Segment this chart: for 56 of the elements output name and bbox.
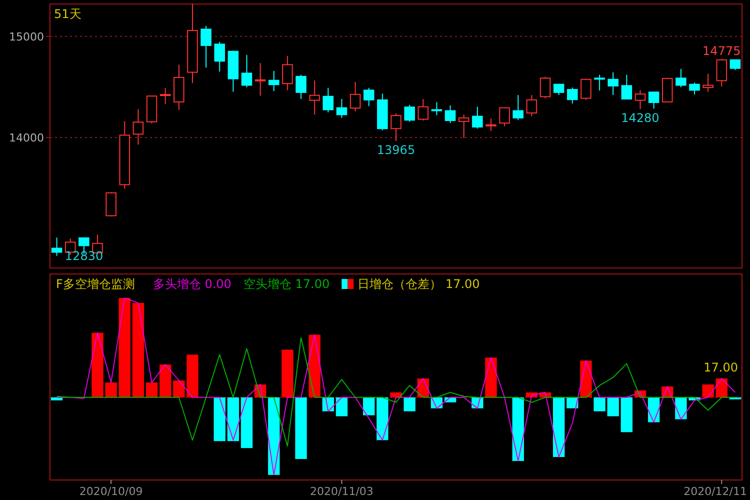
candlestick [499,107,510,127]
candlestick [363,87,374,107]
candlestick [472,106,483,130]
candlestick [716,58,728,88]
candlestick [512,94,524,121]
candlestick [106,192,116,217]
candlestick [254,62,266,96]
candlestick [160,87,171,105]
annotation: 14280 [621,111,660,126]
y-tick-label: 15000 [9,30,44,44]
candlestick [676,68,686,88]
candlestick [350,81,361,112]
candlestick [662,78,673,103]
candlestick [634,90,646,110]
annotation: 13965 [376,143,416,158]
x-tick-label: 2020/11/03 [310,485,374,498]
candlestick [322,87,334,113]
candlestick [458,114,470,139]
annotation: 17.00 [704,360,738,374]
text: 空头增仓 17.00 [243,277,330,291]
candlestick [580,78,592,100]
candlestick [702,73,714,92]
candlestick [648,90,660,110]
candlestick [486,118,496,132]
candlestick [608,72,618,96]
candlestick [418,98,429,122]
candlestick [51,237,62,256]
candlestick [241,54,252,88]
candlestick [540,76,551,99]
candlestick [404,104,415,122]
candlestick [390,112,402,142]
annotation: 51天 [54,7,82,21]
candlestick [309,80,320,116]
annotation: 12830 [64,248,104,263]
candlestick [214,41,225,72]
x-tick-label: 2020/10/09 [79,485,143,498]
candlestick [567,87,578,104]
candlestick [200,25,212,68]
candlestick [268,70,280,92]
candlestick [282,55,293,91]
candlestick [689,82,700,95]
annotation: 14775 [702,44,741,58]
candlestick [594,74,605,91]
candlestick [730,59,741,70]
candlestick [296,74,306,100]
candlestick [132,108,144,146]
candlestick [526,94,538,117]
x-tick-label: 2020/12/11 [684,485,747,498]
candlestick [444,104,456,124]
chart-title: F多空增仓监测 [56,277,135,291]
y-tick-label: 14000 [9,132,44,145]
candlestick [431,102,442,116]
legend-label: 日增仓（仓差） 17.00 [358,277,480,291]
candlestick [621,74,632,100]
series-label: 多头增仓 0.00 [152,277,232,291]
candlestick [336,98,348,118]
